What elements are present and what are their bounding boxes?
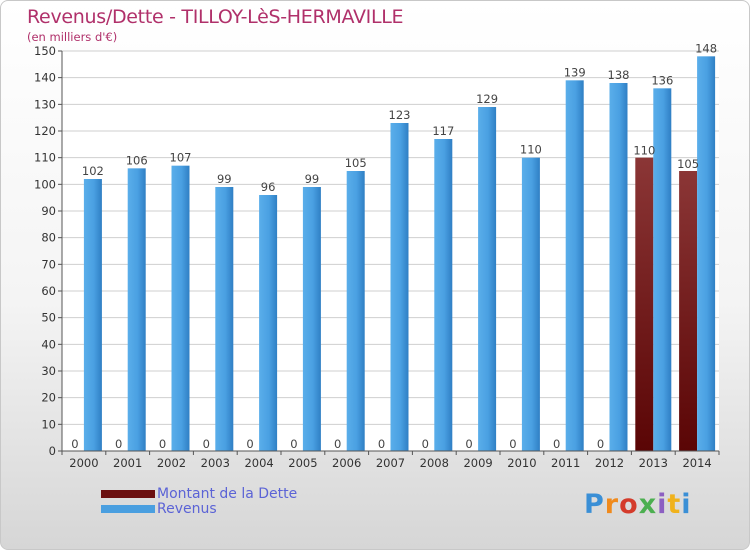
bar-revenus-2000: [83, 179, 102, 451]
legend-label-revenus: Revenus: [157, 501, 217, 517]
value-label-revenus-2007: 123: [389, 108, 411, 122]
value-label-revenus-2001: 106: [126, 153, 148, 167]
bar-revenus-2009: [478, 107, 497, 451]
bars: [83, 56, 716, 452]
value-label-dette-2001: 0: [115, 437, 122, 451]
value-label-dette-2010: 0: [509, 437, 516, 451]
value-label-dette-2011: 0: [553, 437, 560, 451]
y-tick-label: 30: [41, 364, 56, 378]
logo-letter: i: [657, 489, 668, 520]
y-tick-label: 50: [41, 311, 56, 325]
y-tick-label: 0: [49, 444, 56, 458]
value-label-revenus-2013: 136: [651, 73, 673, 87]
chart-title: Revenus/Dette - TILLOY-LèS-HERMAVILLE: [27, 6, 404, 28]
y-tick-label: 110: [34, 151, 56, 165]
value-label-dette-2002: 0: [159, 437, 166, 451]
value-label-revenus-2011: 139: [564, 65, 586, 79]
value-label-dette-2000: 0: [71, 437, 78, 451]
x-tick-label-2004: 2004: [244, 456, 273, 470]
bar-revenus-2011: [565, 80, 584, 451]
y-tick-label: 130: [34, 97, 56, 111]
x-tick-label-2001: 2001: [113, 456, 142, 470]
y-tick-label: 10: [41, 417, 56, 431]
x-tick-label-2002: 2002: [157, 456, 186, 470]
value-label-dette-2006: 0: [334, 437, 341, 451]
logo-letter: P: [584, 489, 605, 520]
value-label-dette-2003: 0: [203, 437, 210, 451]
x-tick-label-2006: 2006: [332, 456, 361, 470]
value-label-revenus-2012: 138: [608, 68, 630, 82]
bar-revenus-2012: [609, 83, 628, 451]
y-tick-label: 150: [34, 44, 56, 58]
value-label-revenus-2002: 107: [170, 151, 192, 165]
x-tick-label-2014: 2014: [682, 456, 711, 470]
y-tick-label: 80: [41, 231, 56, 245]
x-tick-label-2000: 2000: [69, 456, 98, 470]
logo-letter: o: [619, 489, 639, 520]
bar-revenus-2004: [259, 195, 278, 451]
value-labels: 0 102 0 106 0 107 0 99 0 96 0 99 0 105 0 123 0 117 0 129 0 11…: [71, 41, 717, 451]
axes: [61, 51, 719, 452]
value-label-dette-2013: 110: [633, 144, 655, 158]
y-tick-label: 140: [34, 71, 56, 85]
value-label-revenus-2003: 99: [217, 172, 232, 186]
value-label-dette-2007: 0: [378, 437, 385, 451]
legend-swatch-dette: [101, 490, 155, 498]
value-label-dette-2012: 0: [597, 437, 604, 451]
value-label-revenus-2009: 129: [476, 92, 498, 106]
value-label-dette-2008: 0: [422, 437, 429, 451]
x-tick-label-2010: 2010: [507, 456, 536, 470]
logo-letter: r: [604, 489, 620, 520]
bar-revenus-2003: [215, 187, 234, 451]
bar-revenus-2008: [434, 139, 453, 451]
value-label-revenus-2014: 148: [695, 41, 717, 55]
x-tick-label-2007: 2007: [376, 456, 405, 470]
x-tick-label-2005: 2005: [288, 456, 317, 470]
x-tick-label-2013: 2013: [639, 456, 668, 470]
value-label-dette-2005: 0: [290, 437, 297, 451]
value-label-revenus-2008: 117: [432, 124, 454, 138]
x-tick-label-2011: 2011: [551, 456, 580, 470]
value-label-dette-2009: 0: [465, 437, 472, 451]
value-label-dette-2004: 0: [246, 437, 253, 451]
bar-revenus-2014: [697, 56, 716, 451]
y-tick-label: 100: [34, 177, 56, 191]
x-tick-label-2008: 2008: [420, 456, 449, 470]
logo-letter: i: [681, 489, 692, 520]
x-tick-label-2012: 2012: [595, 456, 624, 470]
value-label-revenus-2004: 96: [261, 180, 276, 194]
proxiti-logo: Proxiti: [584, 489, 692, 520]
value-label-dette-2014: 105: [677, 157, 699, 171]
bar-revenus-2001: [127, 168, 146, 452]
bar-dette-2014: [679, 171, 698, 451]
bar-revenus-2006: [346, 171, 365, 451]
y-tick-label: 40: [41, 337, 56, 351]
y-tick-label: 90: [41, 204, 56, 218]
bar-revenus-2010: [521, 157, 540, 451]
y-tick-label: 60: [41, 284, 56, 298]
y-tick-label: 120: [34, 124, 56, 138]
bar-dette-2013: [635, 157, 654, 451]
x-tick-label-2009: 2009: [463, 456, 492, 470]
value-label-revenus-2005: 99: [305, 172, 320, 186]
value-label-revenus-2006: 105: [345, 156, 367, 170]
y-tick-label: 70: [41, 257, 56, 271]
y-axis-ticks: 0 10 20 30 40 50 60 70 80 90 100 110 120 130 140 150: [34, 44, 62, 458]
bar-revenus-2013: [653, 88, 672, 451]
bar-revenus-2002: [171, 165, 190, 451]
x-axis-ticks: 2000 2001 2002 2003 2004 2005 2006 2007 2008 2009…: [61, 451, 720, 470]
legend-label-dette: Montant de la Dette: [157, 486, 298, 502]
chart-subtitle: (en milliers d'€): [27, 30, 118, 44]
value-label-revenus-2000: 102: [82, 164, 104, 178]
x-tick-label-2003: 2003: [201, 456, 230, 470]
y-tick-label: 20: [41, 391, 56, 405]
value-label-revenus-2010: 110: [520, 143, 542, 157]
logo-letter: x: [638, 489, 658, 520]
bar-revenus-2005: [302, 187, 321, 451]
logo-letter: t: [667, 489, 682, 520]
legend-swatch-revenus: [101, 505, 155, 513]
bar-revenus-2007: [390, 123, 409, 451]
